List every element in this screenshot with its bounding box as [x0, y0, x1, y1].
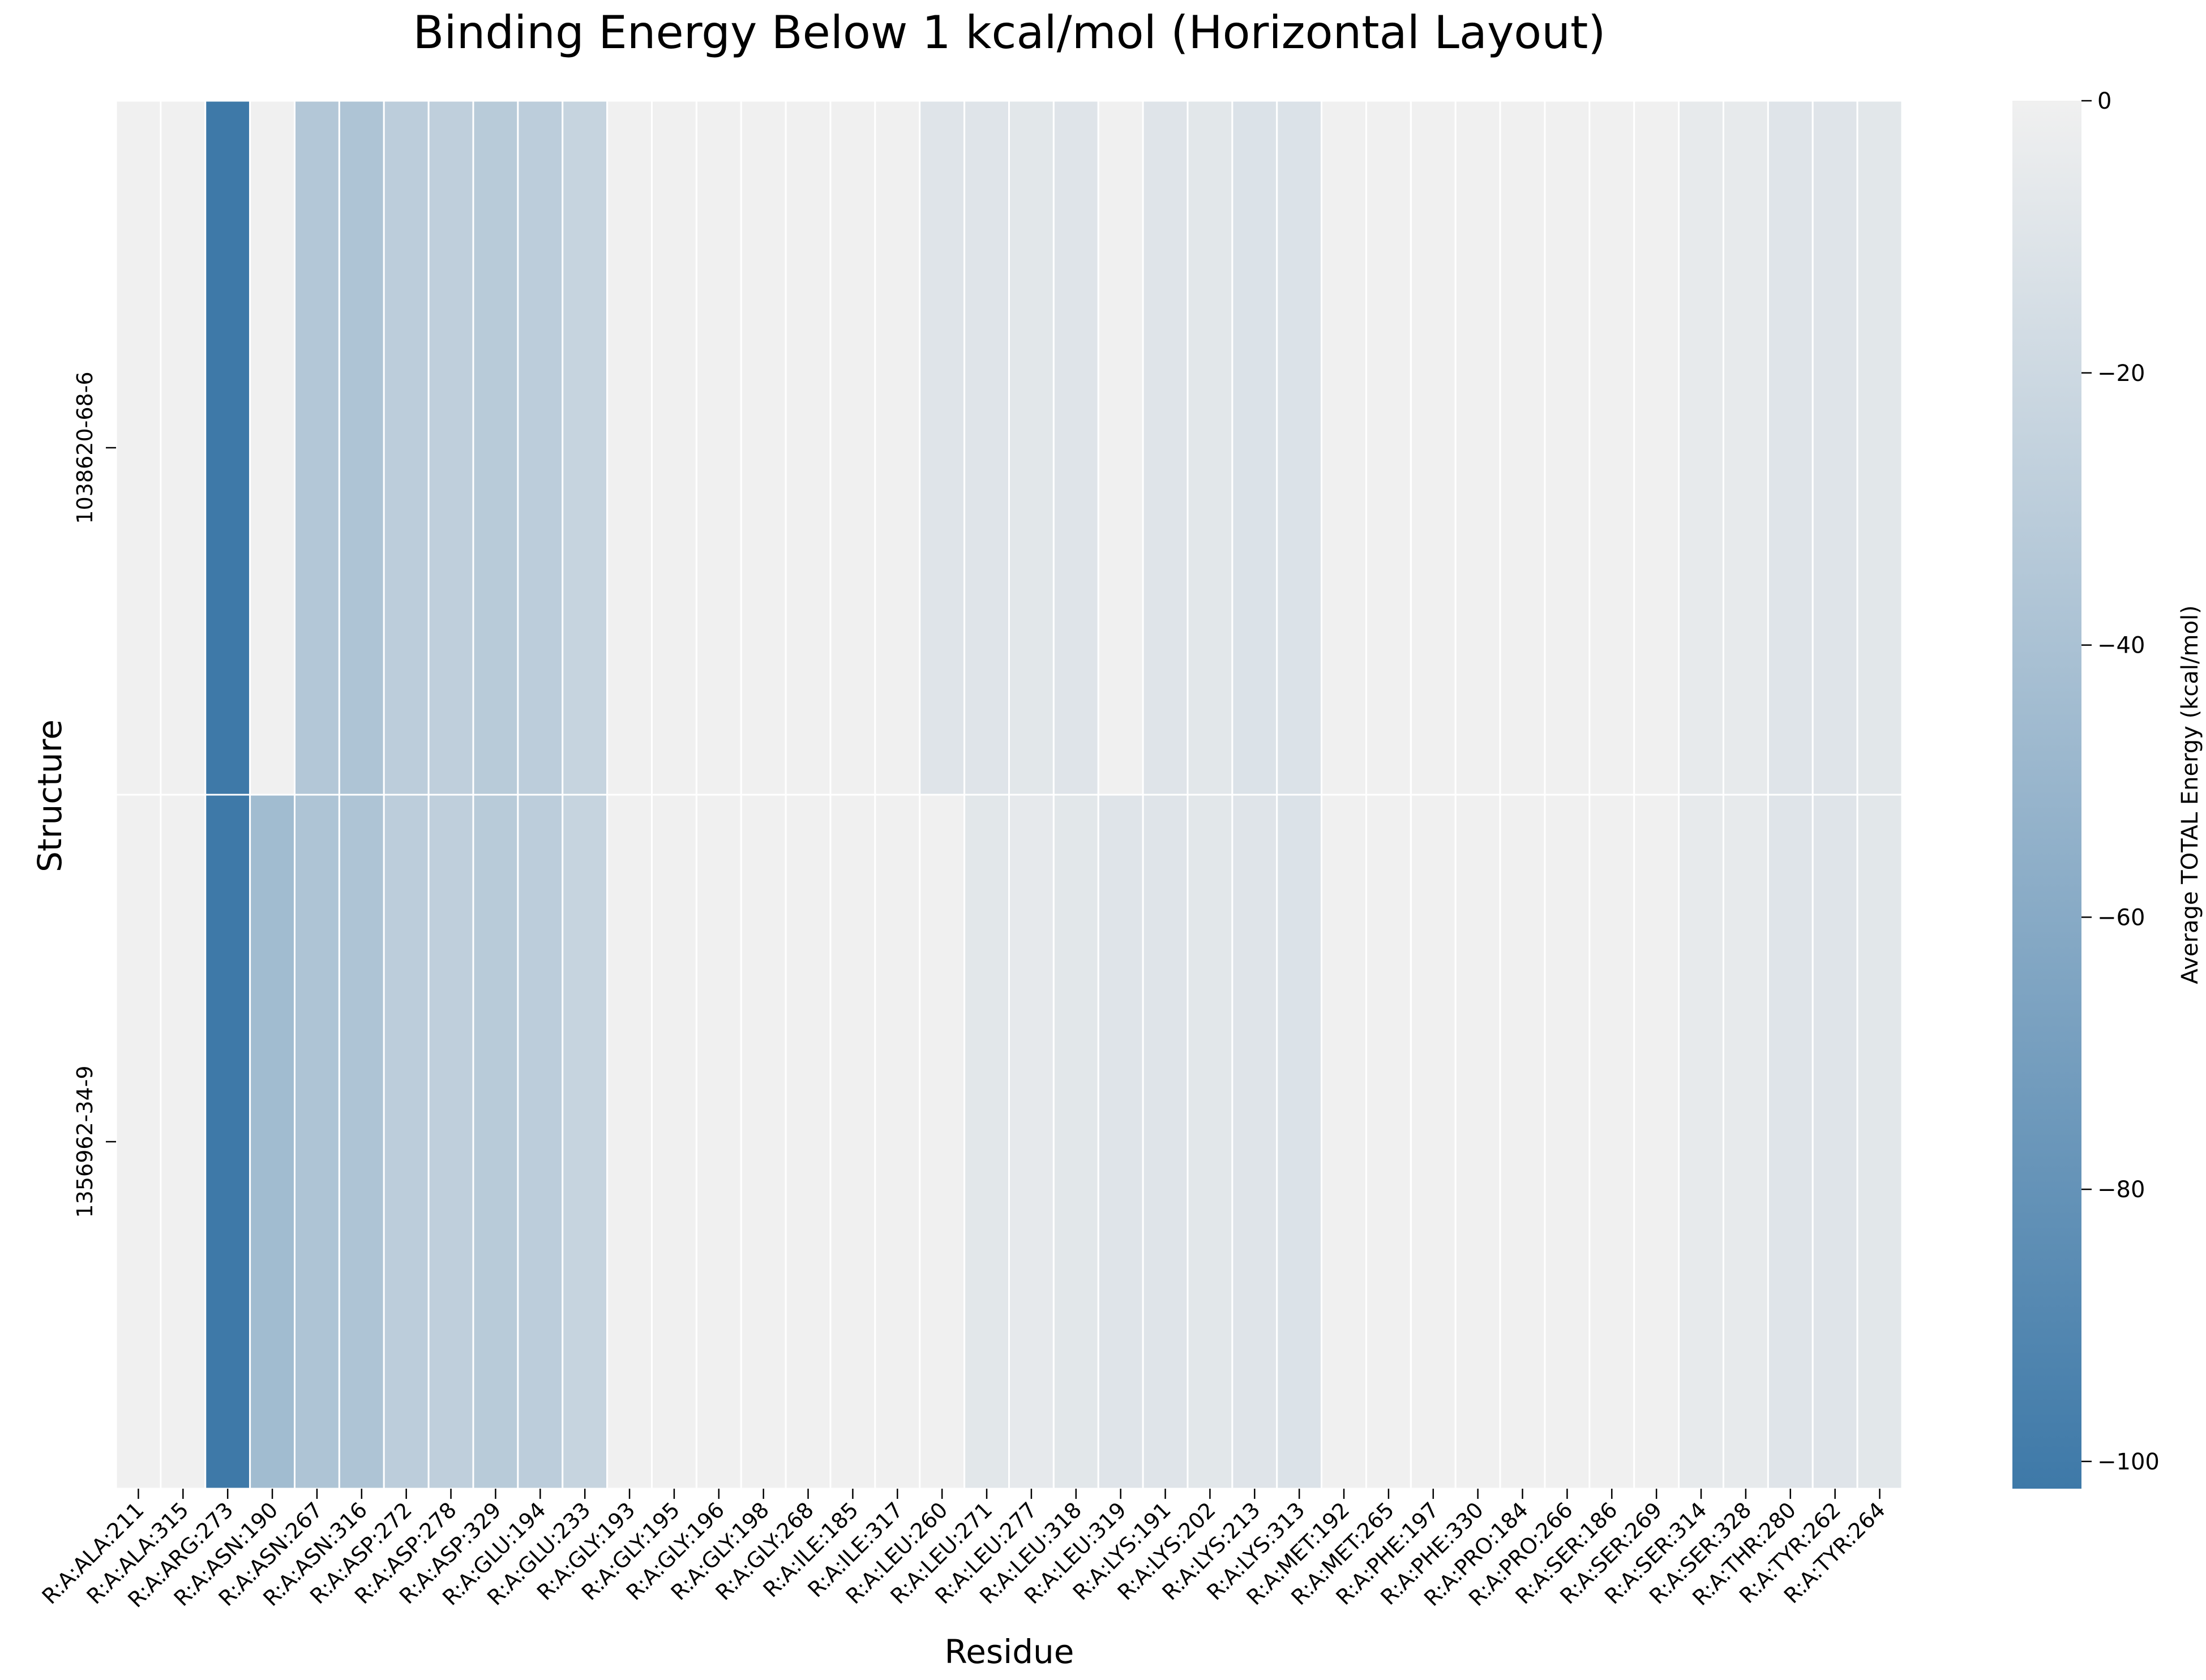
heatmap-cell — [1097, 100, 1144, 796]
heatmap-cell — [1544, 794, 1591, 1490]
heatmap-cell — [1454, 794, 1501, 1490]
y-tick-label: 1038620-68-6 — [72, 371, 97, 524]
heatmap-cell — [472, 794, 519, 1490]
heatmap-cell — [1052, 100, 1099, 796]
heatmap-cell — [383, 100, 430, 796]
heatmap-cell — [963, 794, 1010, 1490]
heatmap-cell — [1231, 100, 1278, 796]
heatmap-cell — [874, 794, 921, 1490]
heatmap-cell — [427, 794, 474, 1490]
heatmap-cell — [606, 100, 653, 796]
x-axis-ticks: R:A:ALA:211R:A:ALA:315R:A:ARG:273R:A:ASN… — [37, 1489, 1890, 1612]
heatmap-cell — [1856, 794, 1903, 1490]
heatmap-cell — [383, 794, 430, 1490]
heatmap-cell — [1321, 794, 1367, 1490]
heatmap-cell — [1365, 794, 1412, 1490]
heatmap-cell — [338, 100, 385, 796]
colorbar-gradient — [2012, 101, 2081, 1489]
heatmap-cell — [1097, 794, 1144, 1490]
heatmap-cell — [1499, 100, 1546, 796]
heatmap-cell — [338, 794, 385, 1490]
heatmap-cell — [1723, 794, 1769, 1490]
colorbar-tick-label: −40 — [2097, 633, 2145, 659]
heatmap-cell — [695, 794, 742, 1490]
heatmap-cell — [294, 794, 340, 1490]
y-tick-label: 1356962-34-9 — [72, 1065, 97, 1218]
heatmap-cell — [1588, 100, 1635, 796]
heatmap-cell — [1410, 100, 1457, 796]
heatmap-cell — [1142, 794, 1189, 1490]
heatmap-cell — [160, 794, 207, 1490]
heatmap-cell — [427, 100, 474, 796]
heatmap-cell — [1767, 100, 1814, 796]
x-axis-label: Residue — [945, 1632, 1074, 1671]
heatmap-cell — [1588, 794, 1635, 1490]
heatmap-cell — [695, 100, 742, 796]
heatmap-cell — [829, 100, 876, 796]
heatmap-cell — [919, 794, 966, 1490]
heatmap-cell — [1856, 100, 1903, 796]
heatmap-cell — [1723, 100, 1769, 796]
heatmap-cell — [1633, 100, 1680, 796]
heatmap-cell — [204, 794, 251, 1490]
heatmap-cell — [1767, 794, 1814, 1490]
heatmap-cell — [1544, 100, 1591, 796]
colorbar-tick-label: −20 — [2097, 361, 2145, 387]
colorbar-tick-label: 0 — [2097, 88, 2111, 114]
heatmap-cell — [740, 794, 787, 1490]
heatmap-cell — [160, 100, 207, 796]
heatmap-cell — [249, 100, 295, 796]
heatmap-cell — [874, 100, 921, 796]
colorbar: 0 −20 −40 −60 −80 −100 Average TOTAL Energy (… — [2012, 88, 2203, 1489]
heatmap-cell — [1276, 794, 1323, 1490]
heatmap-cell — [1410, 794, 1457, 1490]
heatmap-cell — [249, 794, 295, 1490]
heatmap-cell — [1008, 794, 1055, 1490]
heatmap-cell — [1008, 100, 1055, 796]
heatmap-cell — [517, 794, 564, 1490]
heatmap-cell — [740, 100, 787, 796]
heatmap-cell — [1231, 794, 1278, 1490]
colorbar-tick-label: −80 — [2097, 1177, 2145, 1203]
heatmap-cell — [829, 794, 876, 1490]
colorbar-tick-label: −100 — [2097, 1449, 2160, 1475]
colorbar-label: Average TOTAL Energy (kcal/mol) — [2177, 605, 2203, 984]
heatmap-cell — [294, 100, 340, 796]
y-axis-ticks: 1038620-68-6 1356962-34-9 — [72, 371, 116, 1218]
colorbar-tick-label: −60 — [2097, 905, 2145, 931]
heatmap-cells — [115, 100, 1903, 1490]
heatmap-cell — [1186, 794, 1233, 1490]
heatmap-cell — [785, 100, 832, 796]
heatmap-cell — [517, 100, 564, 796]
heatmap-cell — [651, 794, 697, 1490]
heatmap-cell — [1811, 100, 1858, 796]
heatmap-cell — [963, 100, 1010, 796]
heatmap-cell — [1365, 100, 1412, 796]
heatmap-cell — [1633, 794, 1680, 1490]
heatmap-cell — [115, 100, 162, 796]
heatmap-cell — [1678, 794, 1724, 1490]
chart-title: Binding Energy Below 1 kcal/mol (Horizon… — [413, 6, 1605, 59]
heatmap-cell — [562, 794, 609, 1490]
heatmap-cell — [115, 794, 162, 1490]
heatmap-cell — [1499, 794, 1546, 1490]
heatmap-cell — [472, 100, 519, 796]
heatmap-cell — [204, 100, 251, 796]
y-axis-label: Structure — [31, 719, 69, 872]
heatmap-cell — [1678, 100, 1724, 796]
heatmap-cell — [1276, 100, 1323, 796]
heatmap-cell — [1052, 794, 1099, 1490]
heatmap-cell — [1811, 794, 1858, 1490]
heatmap-cell — [1454, 100, 1501, 796]
heatmap-cell — [562, 100, 609, 796]
colorbar-ticks: 0 −20 −40 −60 −80 −100 — [2081, 88, 2160, 1475]
heatmap-cell — [1321, 100, 1367, 796]
heatmap-cell — [1186, 100, 1233, 796]
heatmap-cell — [606, 794, 653, 1490]
heatmap-cell — [785, 794, 832, 1490]
heatmap-cell — [919, 100, 966, 796]
heatmap-cell — [1142, 100, 1189, 796]
heatmap-cell — [651, 100, 697, 796]
